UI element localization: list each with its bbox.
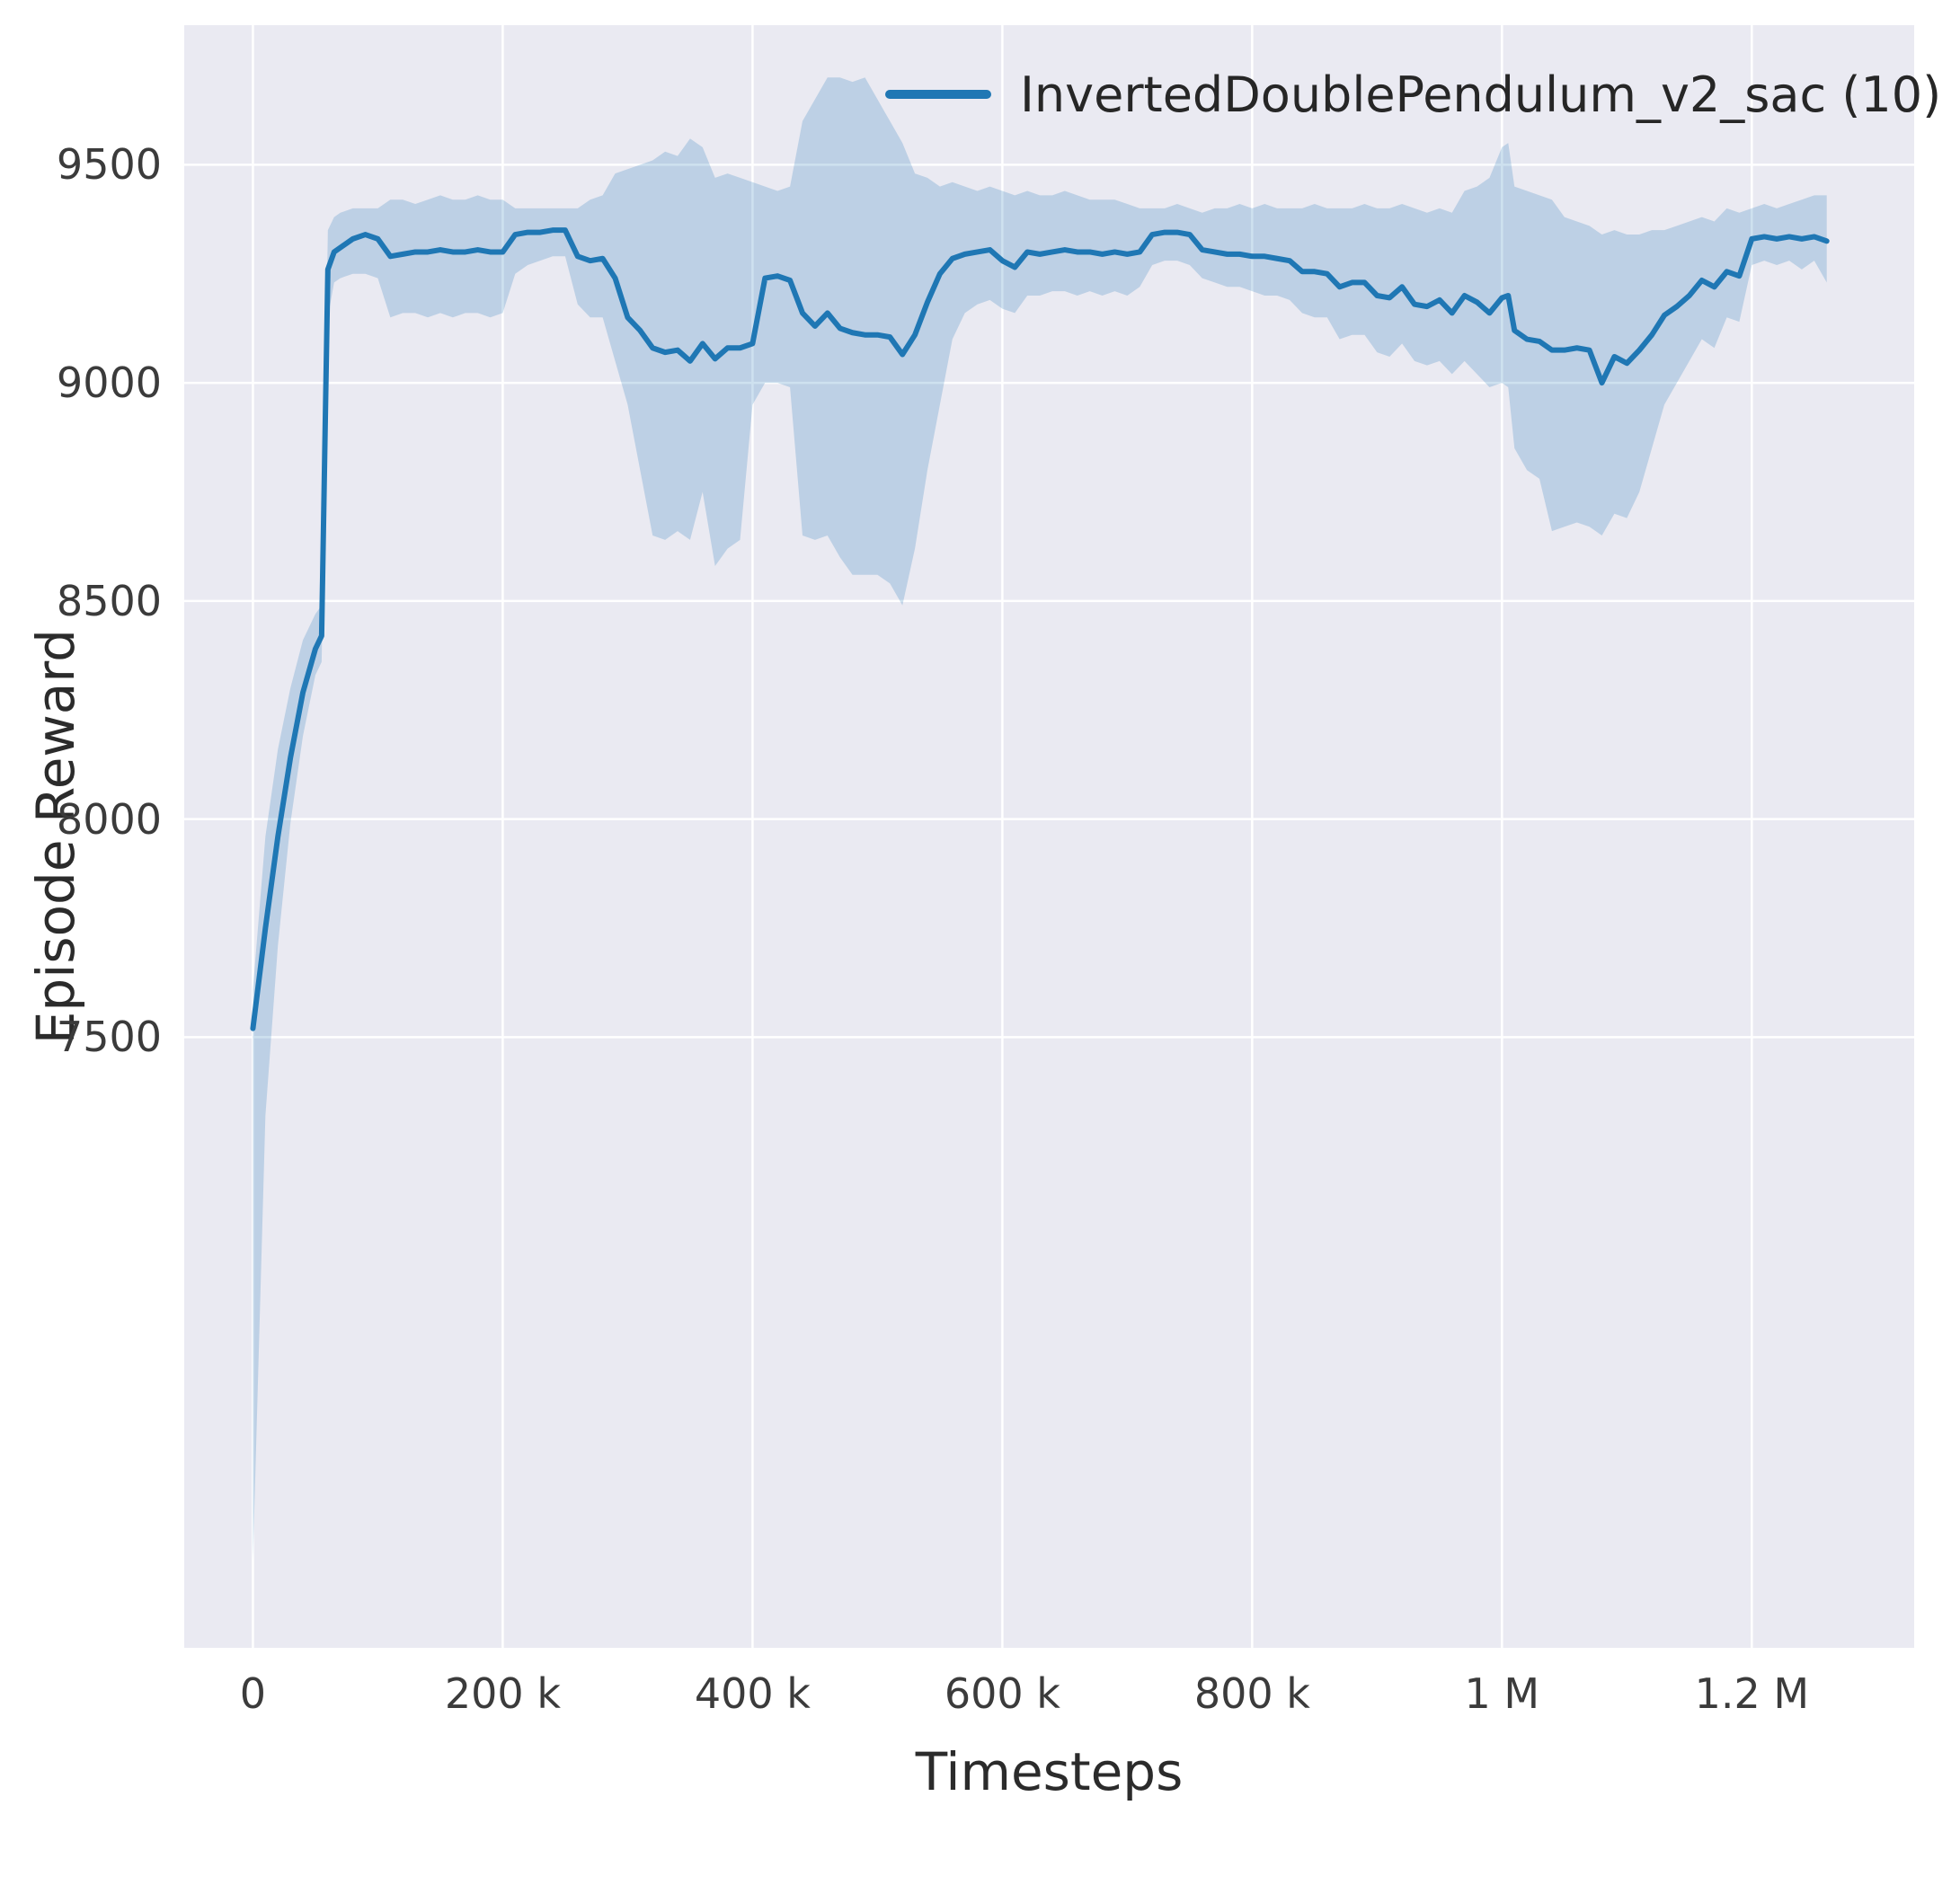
x-tick-label: 0 [239,1669,267,1718]
legend: InvertedDoublePendulum_v2_sac (10) [885,61,1941,128]
y-tick-label: 9500 [56,140,162,190]
x-tick-label: 800 k [1193,1669,1310,1718]
x-tick-label: 200 k [444,1669,561,1718]
x-tick-label: 1.2 M [1694,1669,1810,1718]
y-tick-label: 8500 [56,576,162,625]
y-tick-label: 7500 [56,1013,162,1062]
x-tick-label: 1 M [1464,1669,1540,1718]
plot-area [184,25,1914,1648]
legend-line-swatch [885,90,991,99]
x-tick-label: 600 k [944,1669,1060,1718]
legend-label: InvertedDoublePendulum_v2_sac (10) [1020,66,1942,123]
y-tick-label: 9000 [56,358,162,408]
confidence-band [253,77,1827,1561]
mean-line [250,227,1830,1031]
x-axis-label: Timesteps [915,1741,1184,1802]
plot-canvas [184,25,1914,1648]
y-tick-label: 8000 [56,794,162,844]
x-tick-label: 400 k [694,1669,811,1718]
